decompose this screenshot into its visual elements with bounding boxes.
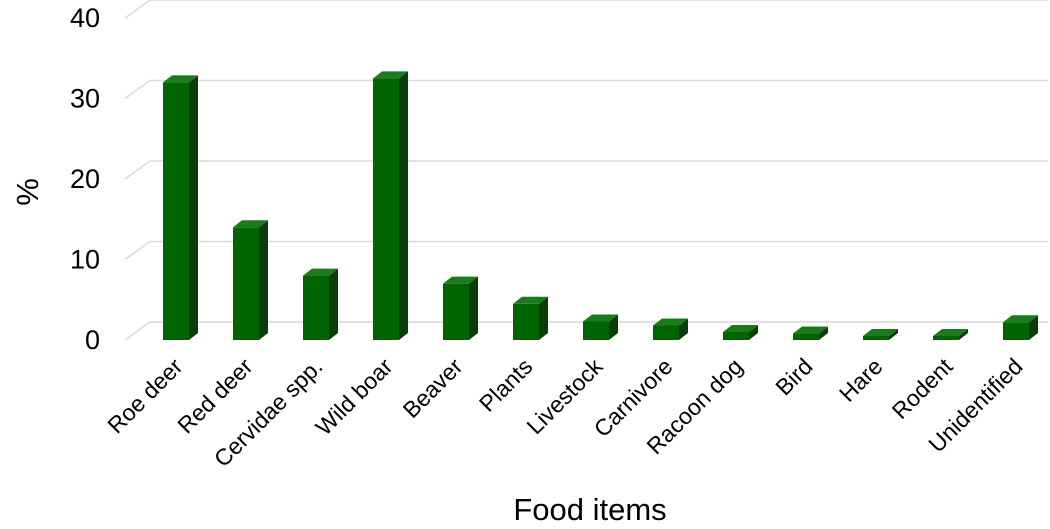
y-tick-label: 30 bbox=[70, 84, 100, 114]
bar-top bbox=[583, 314, 618, 322]
gridlines bbox=[124, 0, 1048, 341]
bar-top bbox=[793, 326, 828, 334]
bar-side bbox=[959, 328, 968, 340]
bar-front bbox=[863, 335, 889, 340]
x-axis-title: Food items bbox=[513, 492, 666, 527]
bar-side bbox=[399, 71, 408, 340]
bar bbox=[443, 276, 478, 340]
y-tick-label: 0 bbox=[85, 325, 100, 355]
bar bbox=[933, 328, 968, 340]
x-tick-label: Wild boar bbox=[310, 353, 397, 440]
gridline-depth bbox=[124, 160, 151, 180]
bar-top bbox=[443, 276, 478, 284]
bar-top bbox=[1003, 315, 1038, 323]
gridline-depth bbox=[124, 79, 151, 100]
bar-side bbox=[259, 220, 268, 340]
bar-front bbox=[933, 335, 959, 340]
bar-front bbox=[653, 325, 679, 340]
gridline-depth bbox=[124, 240, 151, 261]
bar-top bbox=[233, 220, 268, 228]
x-tick-label: Bird bbox=[770, 353, 817, 400]
bar-side bbox=[469, 276, 478, 340]
y-axis-title: % bbox=[10, 178, 45, 206]
bar-side bbox=[679, 318, 688, 340]
bar bbox=[723, 324, 758, 340]
bar-front bbox=[793, 333, 819, 340]
bar bbox=[233, 220, 268, 340]
y-tick-label: 10 bbox=[70, 245, 100, 275]
bar-side bbox=[889, 328, 898, 340]
bar-front bbox=[723, 331, 749, 340]
bar-side bbox=[819, 326, 828, 340]
bar bbox=[583, 314, 618, 340]
x-tick-label: Beaver bbox=[398, 353, 468, 423]
bar bbox=[653, 318, 688, 340]
bar-front bbox=[513, 303, 539, 340]
bar-side bbox=[1029, 315, 1038, 340]
bar-side bbox=[609, 314, 618, 340]
bar bbox=[793, 326, 828, 340]
bar-top bbox=[723, 324, 758, 332]
bar-top bbox=[303, 268, 338, 276]
bar-side bbox=[189, 75, 198, 341]
gridline-depth bbox=[124, 0, 151, 19]
bar-top bbox=[933, 328, 968, 336]
bars bbox=[163, 71, 1038, 341]
bar-front bbox=[443, 283, 469, 340]
bar-top bbox=[163, 75, 198, 83]
x-tick-label: Hare bbox=[834, 353, 888, 407]
y-tick-label: 40 bbox=[70, 3, 100, 33]
bar-front bbox=[303, 275, 329, 340]
bar bbox=[513, 296, 548, 340]
bar-side bbox=[539, 296, 548, 340]
bar-front bbox=[373, 78, 399, 340]
y-axis-tick-labels: 0 10 20 30 40 bbox=[70, 3, 100, 355]
y-tick-label: 20 bbox=[70, 164, 100, 194]
bar bbox=[1003, 315, 1038, 340]
bar bbox=[863, 328, 898, 340]
bar bbox=[373, 71, 408, 340]
bar-top bbox=[863, 328, 898, 336]
bar bbox=[303, 268, 338, 340]
bar-side bbox=[749, 324, 758, 340]
x-tick-label: Plants bbox=[474, 353, 538, 417]
bar-front bbox=[233, 227, 259, 340]
bar-front bbox=[163, 82, 189, 341]
x-tick-label: Roe deer bbox=[102, 353, 188, 439]
bar bbox=[163, 75, 198, 341]
bar-top bbox=[373, 71, 408, 79]
bar-front bbox=[1003, 322, 1029, 340]
bar-side bbox=[329, 268, 338, 340]
bar-top bbox=[513, 296, 548, 304]
x-tick-label: Rodent bbox=[887, 353, 958, 424]
gridline-depth bbox=[124, 321, 151, 341]
bar-front bbox=[583, 321, 609, 340]
bar-top bbox=[653, 318, 688, 326]
